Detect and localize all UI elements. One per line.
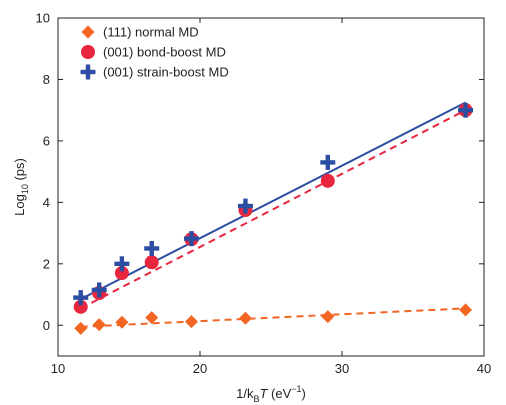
- data-point-circle: [144, 255, 159, 270]
- x-axis-label-italic: T: [259, 386, 268, 401]
- y-tick-label: 0: [43, 318, 50, 333]
- data-point-circle: [320, 173, 335, 188]
- data-point-plus-v: [325, 154, 330, 170]
- y-axis-label-sub: 10: [20, 184, 30, 194]
- legend-label: (111) normal MD: [103, 25, 199, 40]
- data-point-plus: [320, 154, 336, 170]
- data-point-diamond: [459, 303, 473, 317]
- legend-marker-circle: [81, 45, 95, 59]
- points-layer: [73, 102, 474, 335]
- y-axis-label-suffix: (ps): [12, 158, 27, 184]
- y-tick-label: 2: [43, 256, 50, 271]
- fit-line: [80, 101, 466, 301]
- data-point-diamond: [145, 311, 159, 325]
- plot-frame: [57, 17, 485, 357]
- data-point-plus-v: [463, 102, 468, 118]
- data-point-plus-v: [96, 282, 102, 298]
- data-point-plus-v: [119, 256, 125, 272]
- fit-lines-layer: [80, 101, 466, 328]
- data-point-plus: [183, 231, 199, 247]
- x-axis-label-sub: B: [253, 394, 259, 404]
- data-point-plus-v: [243, 198, 248, 214]
- x-tick-label: 40: [477, 361, 491, 376]
- legend-label: (001) strain-boost MD: [103, 65, 229, 80]
- y-tick-label: 4: [43, 195, 50, 210]
- x-axis-label-close: ): [302, 386, 306, 401]
- data-point-plus: [458, 102, 474, 118]
- x-axis-label: 1/kBT (eV−1): [236, 384, 306, 404]
- y-axis-label: Log10 (ps): [12, 158, 30, 216]
- data-point-plus: [73, 290, 89, 306]
- fit-line: [80, 307, 466, 328]
- y-axis-label-prefix: Log: [12, 194, 27, 216]
- data-point-plus-v: [189, 231, 194, 247]
- data-point-diamond: [74, 321, 88, 335]
- data-point-diamond: [92, 318, 106, 332]
- y-tick-label: 10: [36, 11, 50, 26]
- data-point-diamond: [184, 315, 198, 329]
- data-point-plus: [91, 282, 107, 298]
- x-axis-label-prefix: 1/k: [236, 386, 254, 401]
- data-point-plus: [237, 198, 253, 214]
- x-tick-label: 20: [193, 361, 207, 376]
- fit-line: [80, 109, 466, 310]
- legend-label: (001) bond-boost MD: [103, 45, 226, 60]
- data-point-circle: [73, 299, 88, 314]
- data-point-plus: [114, 256, 130, 272]
- y-tick-label: 6: [43, 133, 50, 148]
- ticks-layer: 10 20 30 40 0 2 4 6 8 10: [36, 11, 492, 377]
- data-point-plus: [144, 240, 160, 256]
- y-tick-label: 8: [43, 72, 50, 87]
- legend-marker-diamond: [81, 25, 95, 39]
- data-point-plus-v: [78, 290, 83, 306]
- x-axis-label-sup: −1: [291, 384, 301, 394]
- x-tick-label: 30: [335, 361, 349, 376]
- data-point-diamond: [321, 310, 335, 324]
- data-point-diamond: [238, 311, 252, 325]
- data-point-diamond: [115, 315, 129, 329]
- data-point-circle: [114, 266, 129, 281]
- legend: (111) normal MD (001) bond-boost MD (001) …: [80, 25, 229, 80]
- x-axis-label-suffix: (eV: [267, 386, 291, 401]
- x-tick-label: 10: [51, 361, 65, 376]
- legend-marker-plus: [80, 64, 96, 80]
- legend-marker-plus-v: [85, 64, 91, 80]
- data-point-plus-v: [149, 240, 154, 256]
